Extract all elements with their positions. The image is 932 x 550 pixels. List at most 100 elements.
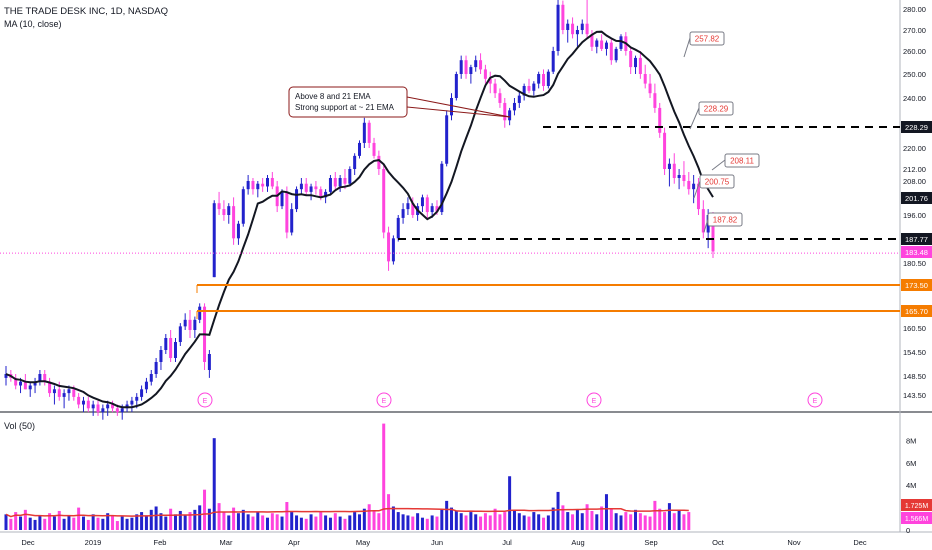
time-tick-label: Dec: [21, 538, 35, 547]
volume-bar: [546, 515, 550, 530]
candle-body: [319, 189, 323, 198]
price-label-box: [699, 174, 735, 189]
volume-badge-text: 1.725M: [905, 503, 929, 510]
candle-body: [106, 404, 110, 409]
volume-bar: [629, 514, 633, 530]
volume-bar: [600, 506, 604, 530]
price-label-pointer: [683, 37, 691, 58]
candle-body: [62, 393, 66, 397]
candle-body: [634, 57, 638, 68]
candle-body: [537, 74, 541, 84]
volume-bar: [672, 513, 676, 530]
volume-bar: [135, 514, 139, 530]
price-tick-label: 208.00: [903, 177, 926, 186]
candle-body: [348, 169, 352, 184]
volume-bar: [159, 513, 163, 530]
candle-body: [387, 232, 391, 262]
volume-bar: [634, 509, 638, 530]
candle-body: [571, 23, 575, 35]
candle-body: [503, 102, 507, 121]
candle-body: [619, 36, 623, 49]
candle-body: [52, 389, 56, 394]
candle-body: [72, 389, 76, 397]
candle-body: [28, 385, 32, 390]
candle-body: [435, 206, 439, 213]
earnings-marker: [376, 392, 392, 408]
volume-bar: [241, 509, 245, 530]
volume-bar: [609, 508, 613, 530]
volume-bar: [149, 509, 153, 530]
volume-bar: [125, 518, 129, 530]
candle-body: [677, 175, 681, 178]
volume-bar: [377, 513, 381, 530]
candle-body: [687, 181, 691, 190]
volume-bar: [566, 512, 570, 530]
candle-body: [464, 60, 468, 74]
price-label-pointer: [703, 218, 709, 233]
candle-body: [658, 107, 662, 133]
volume-bar: [362, 508, 366, 530]
price-tick-label: 280.00: [903, 5, 926, 14]
candle-body: [144, 381, 148, 390]
candle-body: [512, 102, 516, 111]
time-tick-label: Dec: [853, 538, 867, 547]
volume-bar: [111, 515, 115, 530]
candle-body: [595, 40, 599, 47]
volume-bar: [23, 509, 27, 530]
candle-body: [411, 203, 415, 215]
volume-bar: [638, 513, 642, 530]
candle-body: [396, 217, 400, 239]
candle-body: [261, 183, 265, 187]
candle-body: [377, 155, 381, 169]
volume-bar: [474, 514, 478, 530]
volume-bar: [183, 515, 187, 530]
volume-badge: [901, 512, 932, 524]
candle-body: [585, 23, 589, 35]
candle-body: [445, 115, 449, 164]
volume-bar: [357, 514, 362, 530]
volume-bar: [459, 513, 463, 530]
candle-body: [469, 67, 473, 74]
candle-body: [338, 178, 342, 187]
time-axis-ticks: Dec 2019 Feb Mar Apr May Jun Jul Aug Sep Oct Nov Dec: [21, 538, 867, 547]
price-tick-label: 270.00: [903, 26, 926, 35]
candle-body: [527, 86, 531, 91]
volume-bar: [435, 516, 439, 530]
volume-bar: [91, 514, 95, 530]
volume-bar: [188, 512, 192, 530]
volume-bar: [537, 514, 541, 530]
volume-bar: [246, 514, 250, 530]
candle-body: [672, 163, 676, 178]
candle-body: [295, 189, 299, 210]
volume-bar: [382, 423, 386, 530]
volume-bar: [551, 507, 555, 530]
candle-body: [4, 374, 8, 378]
earnings-marker-text: E: [382, 398, 387, 405]
price-label-pointer: [689, 107, 700, 130]
candle-body: [372, 142, 376, 156]
candle-body: [81, 400, 85, 405]
volume-bar: [614, 513, 618, 530]
candle-body: [566, 23, 570, 30]
candle-body: [663, 132, 667, 169]
price-label-box: [698, 101, 734, 116]
candle-body: [304, 183, 308, 192]
candle-body: [270, 178, 274, 187]
candle-body: [33, 381, 37, 386]
support-lines: [196, 126, 900, 319]
volume-bar: [193, 509, 197, 530]
volume-bar: [217, 503, 221, 530]
candle-body: [701, 209, 705, 233]
candle-body: [542, 74, 546, 86]
price-badge-text: 201.76: [905, 194, 928, 203]
price-tick-label: 160.50: [903, 324, 926, 333]
price-label-text: 208.11: [730, 157, 754, 166]
volume-bar: [483, 513, 487, 530]
price-label-pointer: [711, 159, 726, 171]
volume-bar: [280, 516, 284, 530]
candle-body: [207, 354, 211, 370]
candle-body: [362, 122, 366, 143]
volume-bar: [154, 506, 158, 530]
candle-body: [420, 197, 424, 207]
